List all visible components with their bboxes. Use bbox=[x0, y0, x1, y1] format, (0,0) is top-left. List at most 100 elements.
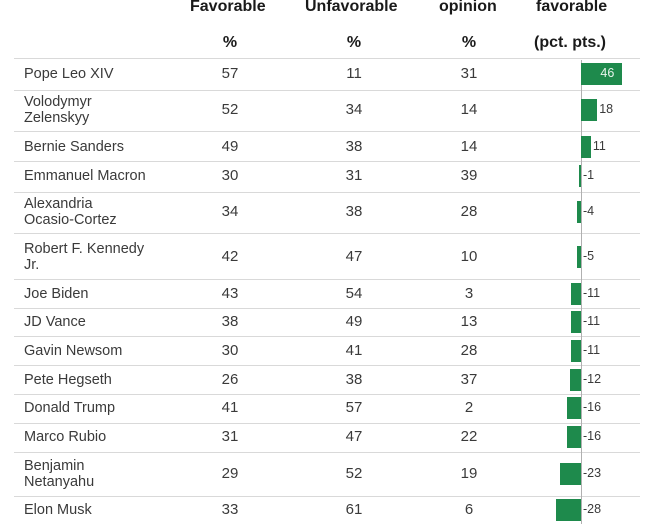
header-net-unit: (pct. pts.) bbox=[534, 34, 606, 51]
net-bar bbox=[571, 283, 581, 305]
net-bar-label: 46 bbox=[600, 66, 615, 80]
net-bar-label: -12 bbox=[583, 372, 602, 386]
row-divider bbox=[14, 308, 640, 309]
row-name: JD Vance bbox=[24, 314, 86, 330]
cell-opinion: 14 bbox=[460, 101, 478, 118]
row-divider bbox=[14, 90, 640, 91]
cell-opinion: 10 bbox=[460, 248, 478, 265]
cell-fav: 30 bbox=[221, 342, 239, 359]
row-divider bbox=[14, 131, 640, 132]
cell-unfav: 31 bbox=[345, 167, 363, 184]
row-name: Emmanuel Macron bbox=[24, 168, 146, 184]
net-bar-label: -4 bbox=[583, 204, 595, 218]
row-divider bbox=[14, 365, 640, 366]
cell-fav: 57 bbox=[221, 65, 239, 82]
net-bar-label: -11 bbox=[583, 286, 601, 300]
net-bar bbox=[555, 499, 581, 521]
cell-unfav: 38 bbox=[345, 138, 363, 155]
net-bar-label: -11 bbox=[583, 314, 601, 328]
net-bar-label: -5 bbox=[583, 249, 595, 263]
row-name: Bernie Sanders bbox=[24, 139, 124, 155]
cell-opinion: 2 bbox=[464, 399, 474, 416]
cell-opinion: 28 bbox=[460, 203, 478, 220]
cell-fav: 33 bbox=[221, 501, 239, 518]
row-name: Marco Rubio bbox=[24, 429, 107, 445]
row-divider bbox=[14, 233, 640, 234]
row-name: Gavin Newsom bbox=[24, 343, 123, 359]
row-divider bbox=[14, 336, 640, 337]
cell-fav: 29 bbox=[221, 465, 239, 482]
cell-opinion: 3 bbox=[464, 285, 474, 302]
cell-fav: 26 bbox=[221, 371, 239, 388]
net-bar-label: -11 bbox=[583, 343, 601, 357]
cell-fav: 43 bbox=[221, 285, 239, 302]
cell-fav: 30 bbox=[221, 167, 239, 184]
header-opinion: opinion bbox=[439, 0, 497, 15]
cell-fav: 41 bbox=[221, 399, 239, 416]
cell-opinion: 39 bbox=[460, 167, 478, 184]
cell-unfav: 52 bbox=[345, 465, 363, 482]
header-unfavorable: Unfavorable bbox=[305, 0, 398, 15]
cell-unfav: 54 bbox=[345, 285, 363, 302]
header-favorable: Favorable bbox=[190, 0, 266, 15]
net-bar bbox=[566, 426, 581, 448]
net-bar bbox=[581, 63, 623, 85]
row-divider bbox=[14, 58, 640, 59]
net-bar bbox=[581, 136, 591, 158]
cell-fav: 38 bbox=[221, 313, 239, 330]
header-favorable-unit: % bbox=[222, 34, 238, 51]
cell-opinion: 31 bbox=[460, 65, 478, 82]
net-bar-label: 11 bbox=[592, 139, 606, 153]
net-bar-label: -16 bbox=[583, 400, 602, 414]
net-bar bbox=[566, 397, 581, 419]
header-net: favorable bbox=[536, 0, 608, 15]
row-name: Elon Musk bbox=[24, 502, 92, 518]
row-name: Pope Leo XIV bbox=[24, 66, 114, 82]
cell-fav: 52 bbox=[221, 101, 239, 118]
cell-opinion: 22 bbox=[460, 428, 478, 445]
net-bar-label: -28 bbox=[583, 502, 602, 516]
cell-opinion: 6 bbox=[464, 501, 474, 518]
cell-unfav: 57 bbox=[345, 399, 363, 416]
header-opinion-unit: % bbox=[461, 34, 477, 51]
net-bar bbox=[579, 165, 581, 187]
cell-unfav: 38 bbox=[345, 371, 363, 388]
header-unfavorable-unit: % bbox=[346, 34, 362, 51]
net-bar-label: -16 bbox=[583, 429, 602, 443]
cell-opinion: 14 bbox=[460, 138, 478, 155]
cell-fav: 49 bbox=[221, 138, 239, 155]
row-name: Robert F. Kennedy Jr. bbox=[24, 241, 145, 273]
row-divider bbox=[14, 452, 640, 453]
row-divider bbox=[14, 279, 640, 280]
cell-unfav: 61 bbox=[345, 501, 363, 518]
net-bar bbox=[577, 201, 581, 223]
cell-unfav: 38 bbox=[345, 203, 363, 220]
row-name: Pete Hegseth bbox=[24, 372, 112, 388]
cell-opinion: 19 bbox=[460, 465, 478, 482]
cell-fav: 42 bbox=[221, 248, 239, 265]
net-bar bbox=[571, 340, 581, 362]
cell-unfav: 41 bbox=[345, 342, 363, 359]
zero-axis bbox=[581, 60, 582, 524]
cell-unfav: 47 bbox=[345, 428, 363, 445]
net-bar-label: -23 bbox=[583, 466, 602, 480]
net-bar bbox=[576, 246, 581, 268]
cell-fav: 31 bbox=[221, 428, 239, 445]
cell-unfav: 49 bbox=[345, 313, 363, 330]
net-bar bbox=[570, 369, 581, 391]
net-bar bbox=[581, 99, 598, 121]
row-divider bbox=[14, 423, 640, 424]
cell-opinion: 37 bbox=[460, 371, 478, 388]
row-divider bbox=[14, 394, 640, 395]
net-bar-label: -1 bbox=[583, 168, 595, 182]
row-divider bbox=[14, 496, 640, 497]
row-name: Alexandria Ocasio-Cortez bbox=[24, 196, 117, 228]
cell-unfav: 47 bbox=[345, 248, 363, 265]
row-name: Benjamin Netanyahu bbox=[24, 458, 95, 490]
cell-opinion: 28 bbox=[460, 342, 478, 359]
net-bar bbox=[560, 463, 581, 485]
net-bar-label: 18 bbox=[599, 102, 614, 116]
row-divider bbox=[14, 161, 640, 162]
cell-unfav: 11 bbox=[346, 65, 362, 82]
row-name: Volodymyr Zelenskyy bbox=[24, 94, 92, 126]
